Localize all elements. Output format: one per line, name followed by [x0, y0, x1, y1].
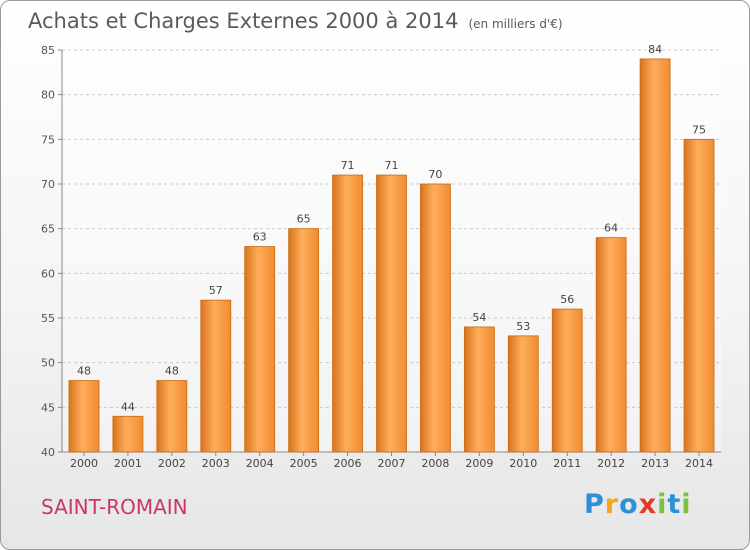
bar-value-label: 71 — [341, 159, 355, 172]
bar — [156, 380, 188, 453]
y-tick-label: 55 — [41, 312, 55, 325]
bar — [376, 174, 407, 453]
place-name: SAINT-ROMAIN — [41, 495, 188, 519]
y-tick-label: 85 — [41, 44, 55, 57]
bar-value-label: 64 — [604, 222, 618, 235]
x-tick-label: 2007 — [378, 457, 406, 470]
bar — [420, 183, 451, 453]
bar — [200, 299, 232, 453]
bar — [244, 246, 276, 453]
bar — [112, 415, 144, 453]
bar-value-label: 71 — [385, 159, 399, 172]
logo-letter: i — [657, 489, 668, 520]
logo-letter: t — [667, 489, 682, 520]
y-tick-label: 80 — [41, 89, 55, 102]
x-tick-label: 2000 — [70, 457, 98, 470]
bar-value-label: 54 — [472, 311, 486, 324]
bar-value-label: 75 — [692, 123, 706, 136]
y-tick-label: 70 — [41, 178, 55, 191]
bar — [551, 308, 583, 453]
bar-value-label: 63 — [253, 231, 267, 244]
bar-value-label: 70 — [428, 168, 442, 181]
x-tick-label: 2014 — [685, 457, 713, 470]
bar — [68, 380, 100, 453]
chart-subtitle: (en milliers d'€) — [468, 17, 563, 31]
y-tick-label: 50 — [41, 357, 55, 370]
bar-value-label: 53 — [516, 320, 530, 333]
x-tick-label: 2011 — [553, 457, 581, 470]
y-tick-label: 75 — [41, 133, 55, 146]
x-tick-label: 2008 — [421, 457, 449, 470]
x-tick-label: 2001 — [114, 457, 142, 470]
bar — [595, 237, 627, 453]
logo-letter: x — [638, 489, 658, 520]
x-tick-label: 2005 — [290, 457, 318, 470]
x-tick-label: 2013 — [641, 457, 669, 470]
bar — [683, 138, 715, 453]
bar — [332, 174, 363, 453]
x-tick-label: 2006 — [334, 457, 362, 470]
y-tick-label: 45 — [41, 401, 55, 414]
x-tick-label: 2012 — [597, 457, 625, 470]
chart-title-text: Achats et Charges Externes 2000 à 2014 — [28, 9, 459, 33]
x-tick-label: 2009 — [465, 457, 493, 470]
x-tick-label: 2002 — [158, 457, 186, 470]
x-tick-label: 2003 — [202, 457, 230, 470]
logo-letter: i — [681, 489, 692, 520]
bar — [463, 326, 495, 453]
x-tick-label: 2004 — [246, 457, 274, 470]
y-tick-label: 65 — [41, 223, 55, 236]
logo-letter: P — [584, 489, 605, 520]
bar-value-label: 44 — [121, 400, 135, 413]
bar-value-label: 56 — [560, 293, 574, 306]
bar-value-label: 48 — [77, 365, 91, 378]
bar — [507, 335, 539, 453]
bar — [639, 58, 671, 453]
x-tick-label: 2010 — [509, 457, 537, 470]
bar-value-label: 65 — [297, 213, 311, 226]
proxiti-logo: Proxiti — [584, 489, 692, 520]
bar — [288, 228, 320, 453]
y-tick-label: 60 — [41, 267, 55, 280]
logo-letter: o — [619, 489, 639, 520]
bar-value-label: 48 — [165, 365, 179, 378]
logo-letter: r — [604, 489, 620, 520]
bar-value-label: 57 — [209, 284, 223, 297]
y-tick-label: 40 — [41, 446, 55, 459]
chart-title: Achats et Charges Externes 2000 à 2014 (e… — [28, 9, 563, 33]
bar-value-label: 84 — [648, 43, 662, 56]
